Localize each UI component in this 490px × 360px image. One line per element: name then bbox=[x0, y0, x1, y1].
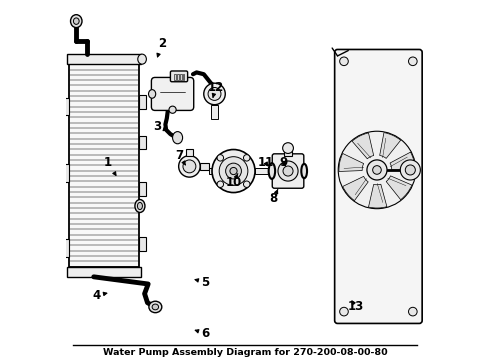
Bar bbox=[255, 168, 274, 174]
Text: 13: 13 bbox=[347, 300, 364, 313]
Text: 6: 6 bbox=[195, 327, 210, 340]
Wedge shape bbox=[368, 184, 387, 208]
Circle shape bbox=[283, 166, 293, 176]
Bar bbox=[68, 54, 141, 64]
Text: 3: 3 bbox=[153, 121, 167, 134]
Text: Water Pump Assembly Diagram for 270-200-08-00-80: Water Pump Assembly Diagram for 270-200-… bbox=[103, 348, 387, 357]
Text: 9: 9 bbox=[280, 156, 288, 169]
Circle shape bbox=[400, 160, 420, 180]
Bar bbox=[209, 168, 212, 174]
Circle shape bbox=[409, 57, 417, 66]
Bar bbox=[139, 237, 147, 251]
Ellipse shape bbox=[152, 304, 159, 310]
Text: 11: 11 bbox=[258, 156, 274, 169]
Bar bbox=[211, 105, 218, 119]
Text: 10: 10 bbox=[225, 174, 242, 189]
Circle shape bbox=[373, 166, 381, 174]
Text: 12: 12 bbox=[207, 81, 224, 97]
FancyBboxPatch shape bbox=[151, 77, 194, 111]
Bar bbox=[61, 239, 69, 257]
Bar bbox=[139, 182, 147, 196]
Bar bbox=[61, 98, 69, 115]
Wedge shape bbox=[352, 133, 374, 159]
Circle shape bbox=[367, 160, 387, 180]
Ellipse shape bbox=[148, 90, 156, 98]
Wedge shape bbox=[386, 176, 412, 200]
Text: 7: 7 bbox=[176, 149, 185, 165]
Bar bbox=[68, 267, 141, 277]
Circle shape bbox=[217, 155, 223, 161]
Bar bbox=[200, 163, 209, 170]
FancyBboxPatch shape bbox=[171, 71, 188, 82]
Bar bbox=[186, 149, 193, 156]
Circle shape bbox=[208, 87, 221, 100]
Circle shape bbox=[225, 163, 242, 179]
Bar bbox=[61, 165, 69, 182]
Ellipse shape bbox=[149, 301, 162, 313]
Circle shape bbox=[283, 143, 294, 153]
Ellipse shape bbox=[135, 199, 145, 212]
Text: 8: 8 bbox=[270, 189, 278, 205]
Ellipse shape bbox=[137, 202, 143, 210]
FancyBboxPatch shape bbox=[335, 49, 422, 323]
Circle shape bbox=[230, 167, 237, 175]
Circle shape bbox=[179, 156, 200, 177]
Circle shape bbox=[278, 161, 298, 181]
Wedge shape bbox=[390, 152, 415, 170]
Text: 4: 4 bbox=[92, 289, 107, 302]
Circle shape bbox=[217, 181, 223, 188]
Bar bbox=[139, 136, 147, 149]
Ellipse shape bbox=[71, 15, 82, 28]
Ellipse shape bbox=[74, 18, 79, 24]
Circle shape bbox=[244, 155, 250, 161]
Circle shape bbox=[212, 149, 255, 193]
Circle shape bbox=[409, 307, 417, 316]
Text: 2: 2 bbox=[157, 37, 166, 57]
Circle shape bbox=[405, 165, 416, 175]
Bar bbox=[177, 74, 179, 80]
Bar bbox=[69, 64, 139, 267]
Bar bbox=[183, 74, 184, 80]
Bar bbox=[139, 95, 147, 109]
Circle shape bbox=[204, 83, 225, 105]
FancyBboxPatch shape bbox=[272, 154, 304, 188]
Circle shape bbox=[219, 157, 248, 185]
Wedge shape bbox=[343, 176, 368, 201]
Bar bbox=[180, 74, 181, 80]
Ellipse shape bbox=[301, 164, 307, 178]
Ellipse shape bbox=[138, 54, 147, 64]
Ellipse shape bbox=[169, 106, 176, 113]
Circle shape bbox=[244, 181, 250, 188]
Circle shape bbox=[340, 307, 348, 316]
Bar bbox=[174, 74, 176, 80]
Ellipse shape bbox=[269, 163, 275, 179]
Text: 1: 1 bbox=[104, 156, 116, 175]
Wedge shape bbox=[339, 153, 364, 171]
Circle shape bbox=[340, 57, 348, 66]
Wedge shape bbox=[380, 132, 401, 158]
Circle shape bbox=[338, 131, 416, 209]
Circle shape bbox=[183, 160, 196, 173]
Ellipse shape bbox=[172, 132, 183, 144]
Bar bbox=[285, 147, 292, 156]
Text: 5: 5 bbox=[195, 276, 210, 289]
